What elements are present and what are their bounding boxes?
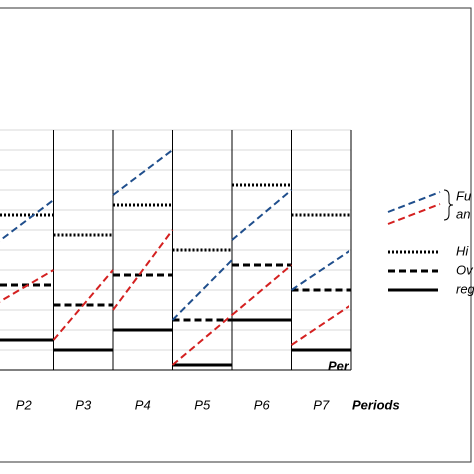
corner-text: Per: [328, 358, 350, 373]
x-tick-label: P4: [135, 397, 151, 412]
legend-label: reg: [456, 281, 474, 296]
legend-label: Fu: [456, 188, 471, 203]
rising-line: [171, 259, 233, 321]
rising-line: [112, 229, 174, 311]
x-tick-label: P6: [254, 397, 271, 412]
legend-label: Hi: [456, 243, 469, 258]
legend-swatch: [387, 191, 441, 213]
x-tick-label: P2: [16, 397, 33, 412]
frame: [0, 7, 472, 463]
legend-label: Ov: [456, 262, 474, 277]
rising-line: [0, 199, 55, 242]
rising-line: [52, 269, 114, 341]
legend: Fu an Hi Ov reg: [387, 188, 474, 296]
x-tick-label: P5: [194, 397, 211, 412]
x-axis-label: Periods: [352, 397, 400, 412]
grid: [0, 129, 352, 371]
rising-line: [171, 314, 233, 366]
x-tick-label: P3: [75, 397, 92, 412]
rising-line: [112, 149, 174, 196]
legend-label: an: [456, 206, 470, 221]
rising-line: [290, 305, 349, 346]
rising-line: [231, 264, 293, 316]
marks: [0, 149, 351, 367]
rising-line: [290, 250, 349, 291]
rising-line: [0, 269, 55, 303]
x-tick-label: P7: [313, 397, 330, 412]
legend-bracket: [443, 189, 454, 221]
rising-line: [231, 189, 293, 241]
legend-swatch: [387, 203, 441, 225]
